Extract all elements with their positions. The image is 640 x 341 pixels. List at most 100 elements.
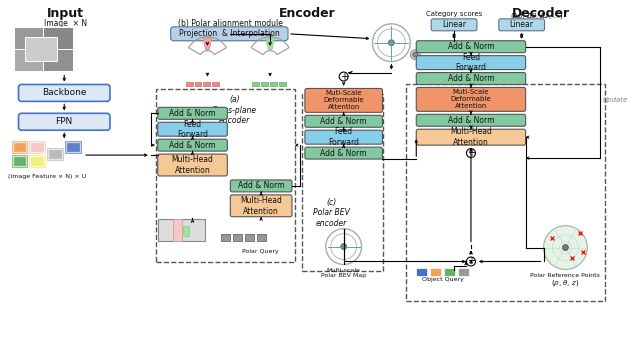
Bar (444, 268, 455, 277)
Text: Update: Update (602, 97, 628, 103)
Text: Add & Norm: Add & Norm (169, 140, 216, 150)
Text: +: + (467, 148, 475, 158)
Text: Category scores: Category scores (426, 11, 482, 17)
FancyBboxPatch shape (12, 155, 28, 167)
FancyBboxPatch shape (31, 157, 44, 165)
Bar (221, 234, 230, 241)
Text: Input: Input (47, 7, 84, 20)
Circle shape (340, 243, 347, 250)
Bar (261, 81, 268, 87)
Bar (157, 219, 205, 241)
FancyBboxPatch shape (65, 141, 81, 153)
FancyBboxPatch shape (47, 148, 63, 160)
Text: Feed
Forward: Feed Forward (328, 128, 359, 147)
FancyBboxPatch shape (230, 195, 292, 217)
Bar (182, 226, 189, 236)
Text: +: + (467, 256, 475, 266)
FancyBboxPatch shape (305, 130, 383, 144)
Text: Multi-Head
Attention: Multi-Head Attention (240, 196, 282, 216)
Text: Add & Norm: Add & Norm (448, 116, 494, 125)
Text: Add & Norm: Add & Norm (448, 74, 494, 83)
FancyBboxPatch shape (67, 143, 79, 151)
Bar (458, 268, 469, 277)
FancyBboxPatch shape (31, 143, 44, 151)
Bar (245, 234, 254, 241)
Bar (44, 49, 73, 71)
Text: Multi-scale: Multi-scale (327, 268, 360, 273)
Text: ($\Delta\rho$, $\Delta\theta$, $\Delta z$, ...): ($\Delta\rho$, $\Delta\theta$, $\Delta z… (509, 11, 563, 21)
Bar (13, 49, 44, 71)
Bar (430, 268, 441, 277)
Wedge shape (203, 38, 212, 50)
Text: Add & Norm: Add & Norm (321, 149, 367, 158)
Text: Muti-Scale
Deformable
Attention: Muti-Scale Deformable Attention (323, 90, 364, 110)
Text: Add & Norm: Add & Norm (238, 181, 284, 190)
FancyBboxPatch shape (416, 114, 525, 126)
Text: Polar Reference Points: Polar Reference Points (531, 273, 600, 278)
FancyBboxPatch shape (157, 107, 227, 119)
Text: Object Query: Object Query (422, 277, 464, 282)
Circle shape (413, 52, 418, 57)
Text: Muti-Scale
Deformable
Attention: Muti-Scale Deformable Attention (451, 89, 492, 109)
FancyBboxPatch shape (416, 129, 525, 145)
Bar (173, 219, 182, 241)
Text: Projection  & Interpolation: Projection & Interpolation (179, 29, 280, 38)
Text: FPN: FPN (56, 117, 73, 126)
Wedge shape (266, 38, 275, 50)
Text: ...: ... (228, 81, 239, 91)
Circle shape (543, 226, 588, 269)
Text: Linear: Linear (509, 20, 534, 29)
Bar (270, 81, 277, 87)
FancyBboxPatch shape (29, 155, 45, 167)
Bar (252, 81, 259, 87)
FancyBboxPatch shape (416, 73, 525, 85)
Text: Multi-Head
Attention: Multi-Head Attention (172, 155, 214, 175)
Circle shape (563, 244, 568, 251)
FancyBboxPatch shape (416, 41, 525, 53)
FancyBboxPatch shape (157, 122, 227, 136)
Text: Feed
Forward: Feed Forward (456, 53, 486, 72)
Bar (26, 37, 58, 61)
FancyBboxPatch shape (19, 113, 110, 130)
Text: Linear: Linear (442, 20, 466, 29)
Text: Add & Norm: Add & Norm (448, 42, 494, 51)
Text: (b) Polar alignment module: (b) Polar alignment module (178, 19, 282, 28)
FancyBboxPatch shape (431, 19, 477, 31)
FancyBboxPatch shape (416, 88, 525, 111)
Bar (186, 81, 193, 87)
Bar (44, 27, 73, 49)
Circle shape (467, 257, 476, 266)
Text: +: + (340, 72, 348, 81)
FancyBboxPatch shape (305, 115, 383, 127)
Bar (234, 234, 242, 241)
Circle shape (339, 72, 348, 81)
Bar (212, 81, 220, 87)
FancyBboxPatch shape (19, 85, 110, 101)
Text: Backbone: Backbone (42, 88, 86, 98)
Text: Multi-Head
Attention: Multi-Head Attention (450, 128, 492, 147)
FancyBboxPatch shape (49, 150, 61, 158)
FancyBboxPatch shape (12, 141, 28, 153)
Bar (204, 81, 211, 87)
Circle shape (467, 149, 476, 158)
Text: Add & Norm: Add & Norm (321, 117, 367, 126)
Bar (13, 27, 44, 49)
Text: Encoder: Encoder (278, 7, 335, 20)
Text: Add & Norm: Add & Norm (169, 109, 216, 118)
FancyBboxPatch shape (499, 19, 545, 31)
Bar (279, 81, 286, 87)
Text: (c)
Polar BEV
encoder: (c) Polar BEV encoder (314, 198, 350, 228)
Bar (257, 234, 266, 241)
FancyBboxPatch shape (157, 154, 227, 176)
Text: (a)
Cross-plane
encoder: (a) Cross-plane encoder (212, 95, 257, 125)
FancyBboxPatch shape (305, 88, 383, 112)
FancyBboxPatch shape (13, 157, 26, 165)
Circle shape (388, 40, 394, 46)
FancyBboxPatch shape (157, 139, 227, 151)
FancyBboxPatch shape (230, 180, 292, 192)
Circle shape (410, 50, 420, 60)
FancyBboxPatch shape (13, 143, 26, 151)
Text: (Image Feature × N) × U: (Image Feature × N) × U (8, 174, 86, 179)
FancyBboxPatch shape (171, 27, 288, 41)
Text: Image  × N: Image × N (44, 19, 87, 28)
